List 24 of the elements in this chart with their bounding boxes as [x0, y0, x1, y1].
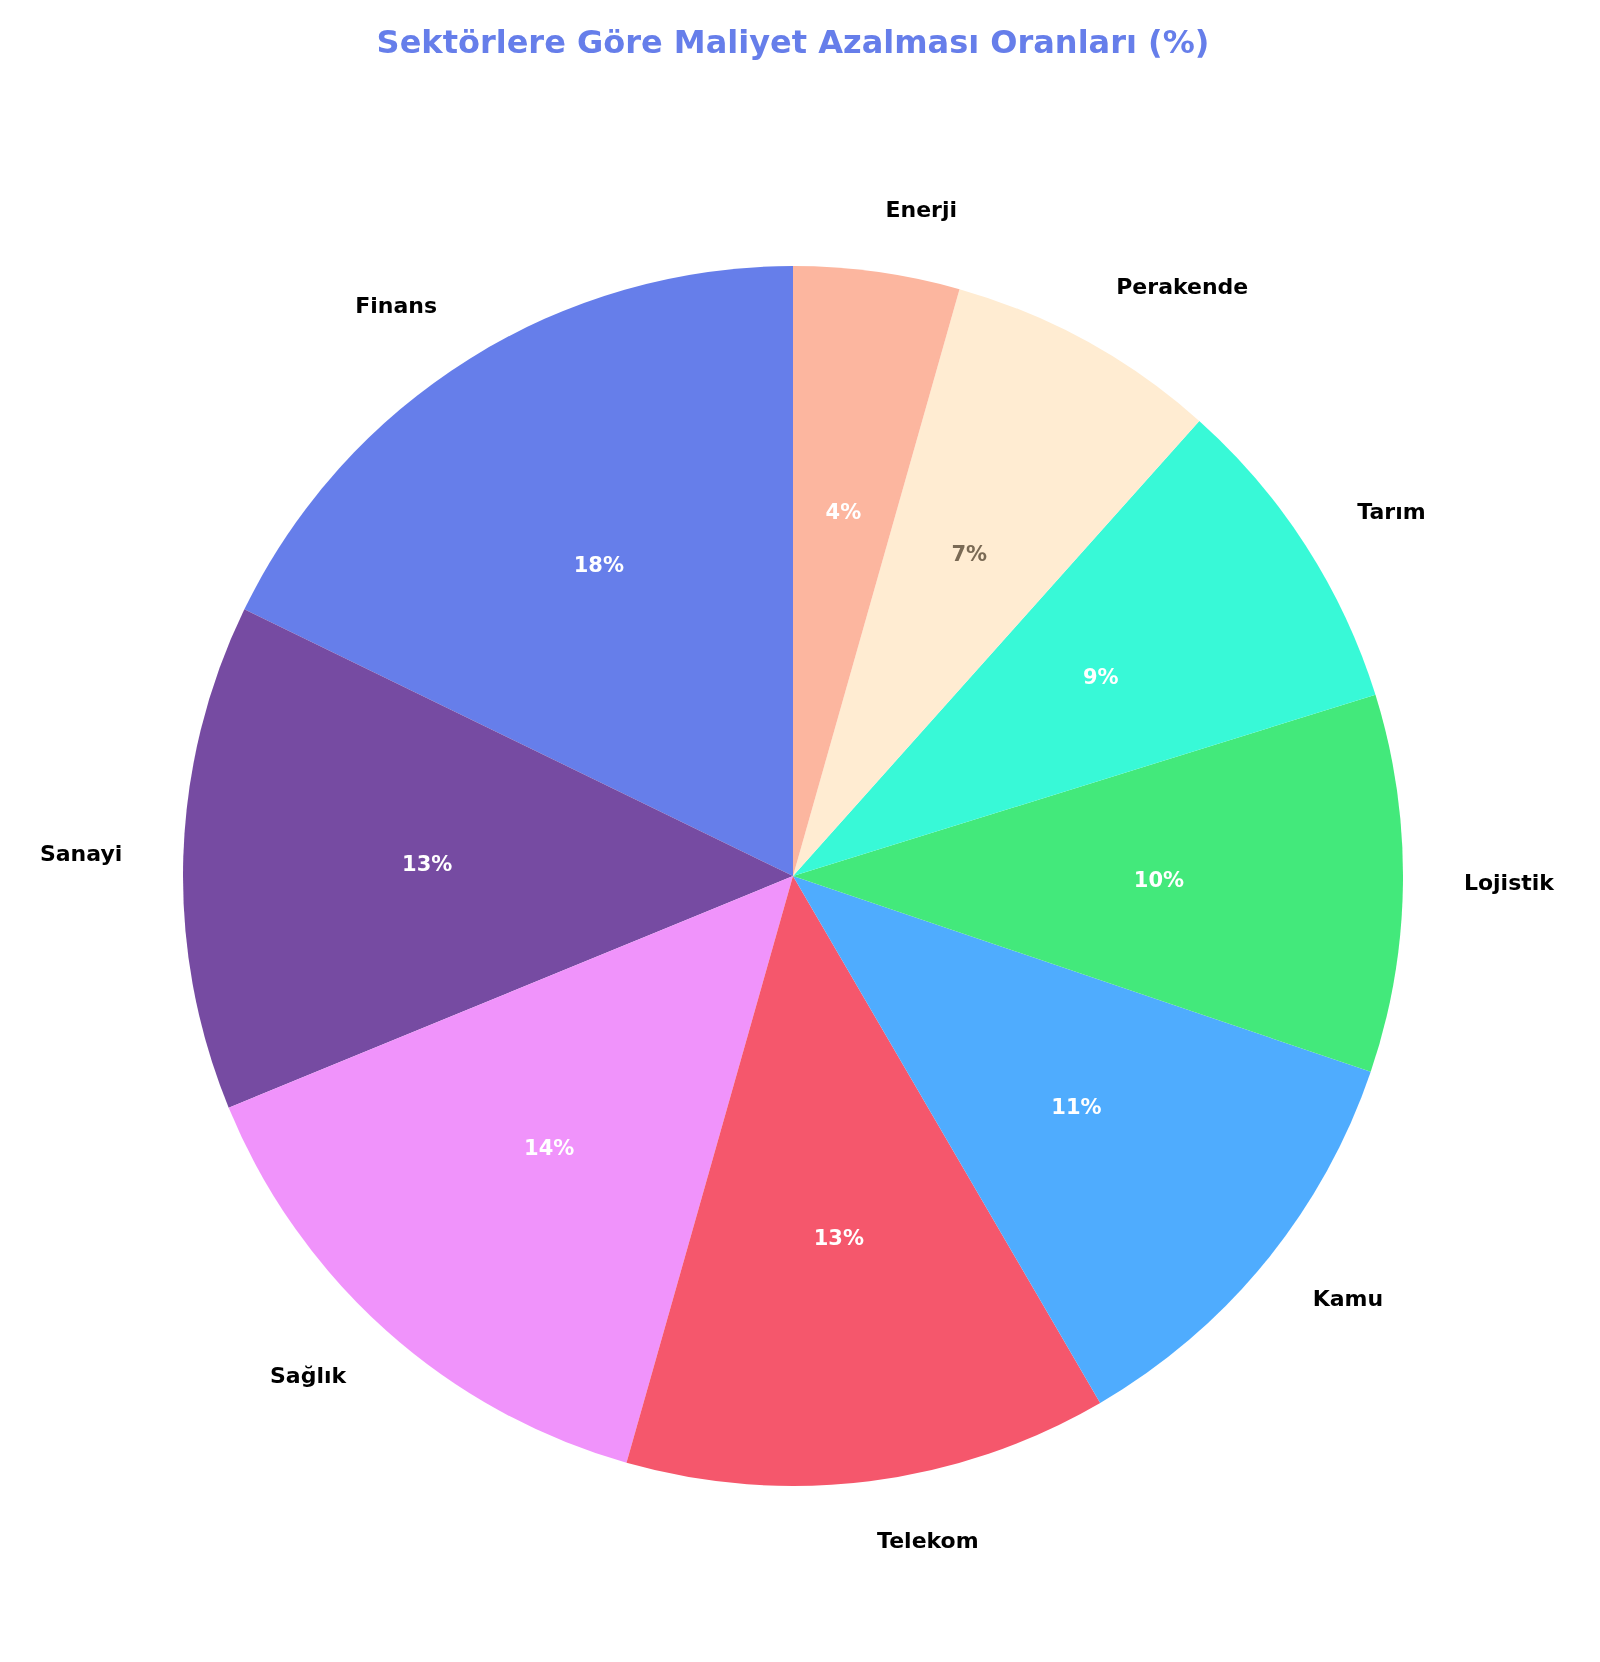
pie-slice: [793, 694, 1403, 1072]
slice-label: Finans: [355, 293, 438, 319]
data-label: 4%: [825, 500, 862, 525]
data-label: 7%: [951, 542, 988, 567]
slice-label: Perakende: [1116, 274, 1249, 299]
data-label: 18%: [573, 552, 624, 577]
pie-slice: [244, 266, 793, 876]
data-label: 13%: [402, 851, 453, 876]
chart-title: Sektörlere Göre Maliyet Azalması Oranları (%): [376, 23, 1210, 61]
slice-label: Telekom: [877, 1527, 979, 1553]
data-label: 14%: [524, 1136, 575, 1161]
data-label: 10%: [1133, 867, 1185, 892]
slice-label: Sanayi: [39, 840, 123, 866]
data-label: 13%: [813, 1226, 864, 1251]
slice-label: Lojistik: [1463, 870, 1556, 896]
slice-label: Sağlık: [269, 1362, 348, 1388]
slice-label: Tarım: [1357, 498, 1426, 524]
pie-slice: [183, 609, 793, 1108]
slice-label: Enerji: [885, 197, 957, 223]
pie-slice: [626, 876, 1101, 1486]
slice-label: Kamu: [1312, 1286, 1384, 1312]
pie-slice: [228, 876, 793, 1463]
data-label: 9%: [1082, 664, 1119, 689]
data-label: 11%: [1051, 1094, 1102, 1119]
